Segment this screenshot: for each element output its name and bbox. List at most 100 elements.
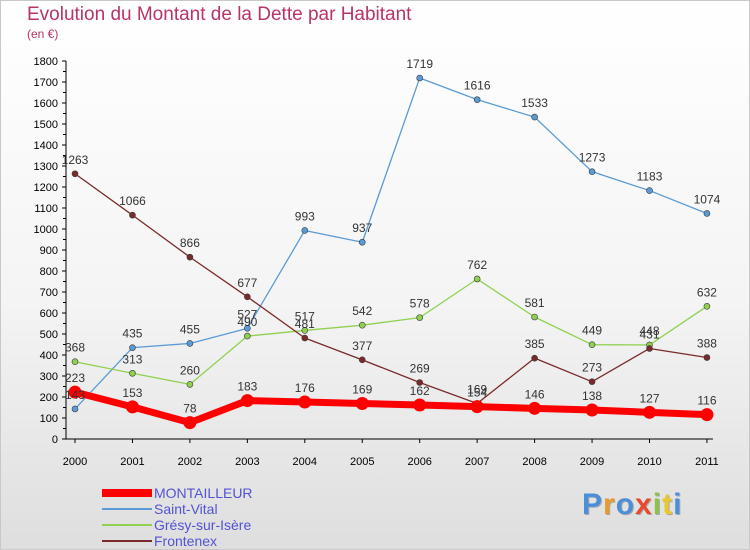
- y-tick-label: 900: [40, 245, 58, 257]
- data-point: [186, 381, 194, 388]
- x-tick-label: 2001: [120, 456, 144, 468]
- data-point: [588, 378, 596, 385]
- y-tick-label: 1500: [34, 119, 58, 131]
- data-label: 377: [352, 339, 372, 353]
- y-tick-label: 800: [40, 266, 58, 278]
- data-label: 183: [237, 380, 257, 394]
- data-point: [129, 211, 136, 219]
- legend-swatch: [102, 489, 152, 497]
- data-point: [700, 408, 714, 422]
- data-label: 677: [237, 276, 257, 290]
- data-label: 481: [295, 317, 315, 331]
- y-tick-label: 200: [40, 392, 58, 404]
- data-label: 431: [639, 327, 659, 341]
- data-label: 455: [180, 322, 200, 336]
- data-label: 153: [122, 386, 142, 400]
- legend-swatch: [102, 524, 152, 526]
- data-label: 937: [352, 221, 372, 235]
- data-point: [646, 345, 653, 352]
- data-label: 143: [65, 388, 85, 402]
- data-label: 449: [582, 324, 602, 338]
- y-tick-label: 1600: [34, 98, 58, 110]
- data-point: [531, 313, 538, 321]
- y-tick-label: 700: [40, 287, 58, 299]
- data-point: [588, 168, 596, 175]
- data-label: 1074: [694, 192, 721, 206]
- data-label: 490: [237, 315, 257, 329]
- data-point: [186, 340, 194, 347]
- data-label: 146: [525, 387, 545, 401]
- data-label: 1719: [406, 57, 433, 71]
- data-point: [703, 302, 711, 310]
- x-tick-label: 2008: [522, 456, 546, 468]
- data-label: 993: [295, 209, 315, 223]
- y-tick-label: 100: [40, 413, 58, 425]
- logo-letter: P: [582, 488, 604, 521]
- data-point: [71, 405, 79, 413]
- data-label: 273: [582, 361, 602, 375]
- legend-label: Saint-Vital: [154, 501, 218, 517]
- series-line: [74, 173, 708, 405]
- x-tick-label: 2009: [580, 456, 604, 468]
- data-label: 162: [410, 384, 430, 398]
- data-label: 169: [467, 383, 487, 397]
- logo-letter: i: [652, 488, 663, 521]
- data-point: [528, 401, 542, 415]
- y-tick-label: 600: [40, 308, 58, 320]
- logo-letter: t: [662, 488, 674, 521]
- proxiti-logo: Proxiti: [582, 488, 682, 522]
- x-tick-label: 2003: [235, 456, 259, 468]
- data-label: 632: [697, 285, 717, 299]
- logo-letter: x: [635, 488, 653, 521]
- data-label: 388: [697, 337, 717, 351]
- data-point: [703, 354, 711, 361]
- data-point: [301, 327, 309, 334]
- x-tick-label: 2010: [637, 456, 661, 468]
- data-label: 78: [183, 402, 197, 416]
- series-line: [71, 388, 711, 427]
- legend-swatch: [102, 508, 152, 510]
- data-point: [588, 341, 596, 349]
- x-tick-label: 2007: [465, 456, 489, 468]
- x-tick-label: 2000: [63, 456, 87, 468]
- data-label: 1263: [62, 153, 89, 167]
- data-label: 762: [467, 258, 487, 272]
- chart-title: Evolution du Montant de la Dette par Hab…: [27, 4, 412, 25]
- data-label: 517: [295, 309, 315, 323]
- data-point: [244, 332, 251, 340]
- data-point: [358, 356, 366, 364]
- logo-letter: r: [603, 488, 616, 521]
- data-point: [416, 314, 424, 321]
- data-label: 127: [639, 391, 659, 405]
- data-label: 527: [237, 307, 257, 321]
- data-point: [703, 210, 711, 217]
- data-label: 260: [180, 363, 200, 377]
- data-point: [416, 74, 424, 82]
- data-point: [643, 405, 656, 419]
- x-tick-label: 2002: [178, 456, 202, 468]
- y-tick-label: 1800: [34, 56, 58, 68]
- data-label: 154: [467, 386, 487, 400]
- legend-label: MONTAILLEUR: [154, 485, 253, 501]
- x-tick-label: 2004: [293, 456, 317, 468]
- data-point: [473, 96, 481, 103]
- data-point: [413, 398, 427, 412]
- legend-label: Frontenex: [154, 533, 218, 549]
- data-label: 269: [410, 362, 430, 376]
- data-point: [186, 253, 194, 261]
- data-label: 578: [410, 297, 430, 311]
- data-point: [298, 395, 312, 409]
- data-point: [183, 416, 197, 430]
- y-tick-label: 500: [40, 329, 58, 341]
- data-point: [129, 369, 136, 377]
- legend-swatch: [102, 540, 152, 542]
- data-label: 435: [122, 327, 142, 341]
- y-tick-label: 400: [40, 350, 58, 362]
- data-label: 176: [295, 381, 315, 395]
- series-line: [74, 278, 708, 386]
- data-label: 138: [582, 389, 602, 403]
- series-line: [74, 77, 708, 410]
- data-label: 1066: [119, 194, 146, 208]
- legend-label: Grésy-sur-Isère: [154, 517, 252, 533]
